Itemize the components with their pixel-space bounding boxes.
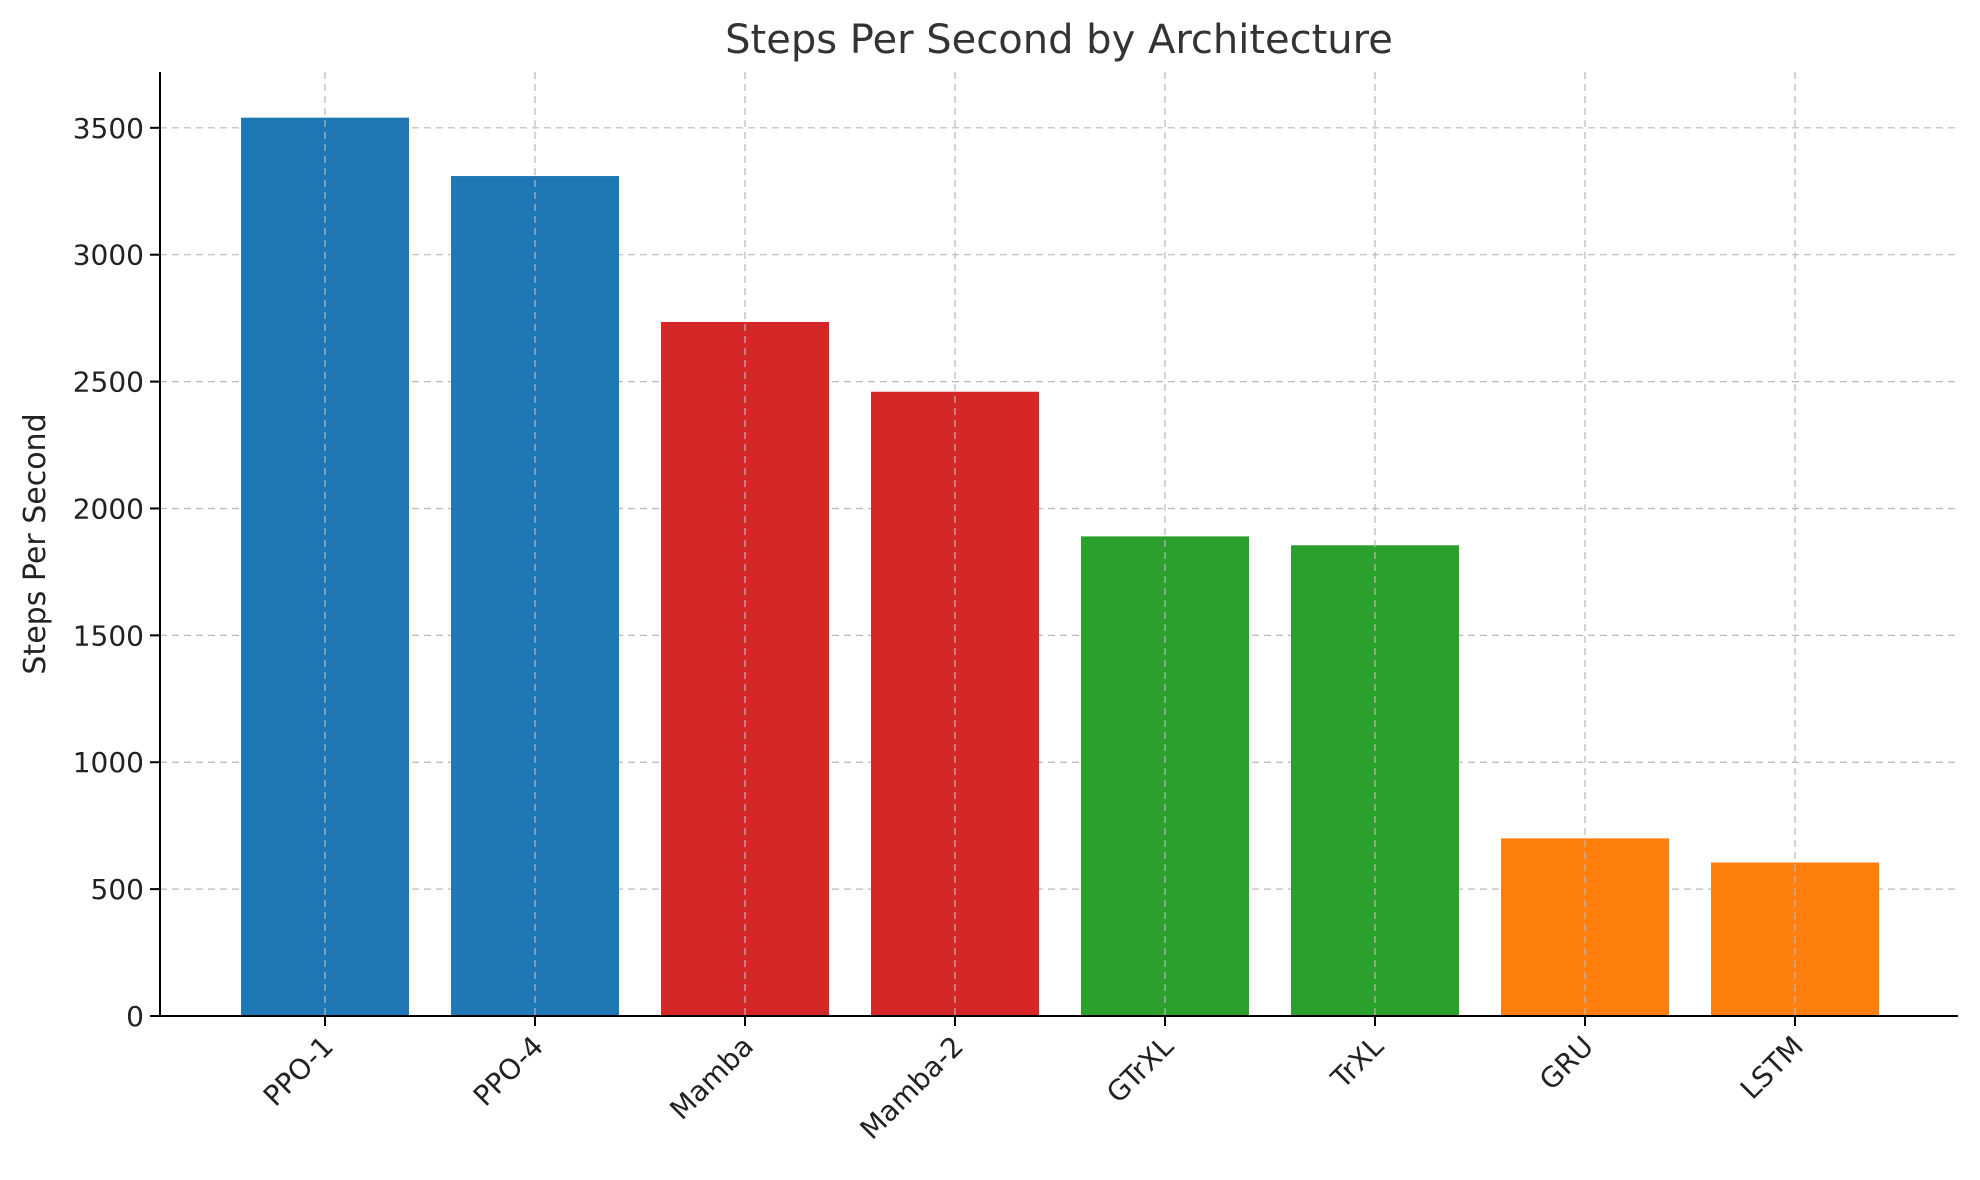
y-tick-label: 0 — [126, 1000, 144, 1033]
x-tick-label: TrXL — [1324, 1029, 1390, 1095]
x-tick-label: GRU — [1533, 1030, 1600, 1097]
grid-lines — [160, 127, 1958, 1017]
bars — [241, 117, 1879, 1016]
y-tick-label: 3000 — [73, 239, 144, 272]
y-tick-label: 1000 — [73, 746, 144, 779]
y-tick-label: 2500 — [73, 366, 144, 399]
y-tick-label: 1500 — [73, 619, 144, 652]
vertical-grid-lines — [324, 72, 1796, 1016]
x-tick-label: LSTM — [1734, 1030, 1810, 1106]
x-tick-label: GTrXL — [1100, 1029, 1180, 1109]
y-tick-label: 3500 — [73, 112, 144, 145]
x-tick-label: Mamba — [663, 1030, 760, 1127]
y-tick-label: 500 — [91, 873, 144, 906]
y-tick-label: 2000 — [73, 492, 144, 525]
chart-title: Steps Per Second by Architecture — [725, 17, 1393, 63]
x-tick-label: Mamba-2 — [854, 1030, 970, 1146]
x-tick-label: PPO-1 — [257, 1030, 340, 1113]
bar-gtrxl — [1081, 536, 1249, 1016]
y-axis-label: Steps Per Second — [18, 413, 53, 674]
x-tick-label: PPO-4 — [467, 1030, 550, 1113]
axes — [150, 72, 1958, 1026]
